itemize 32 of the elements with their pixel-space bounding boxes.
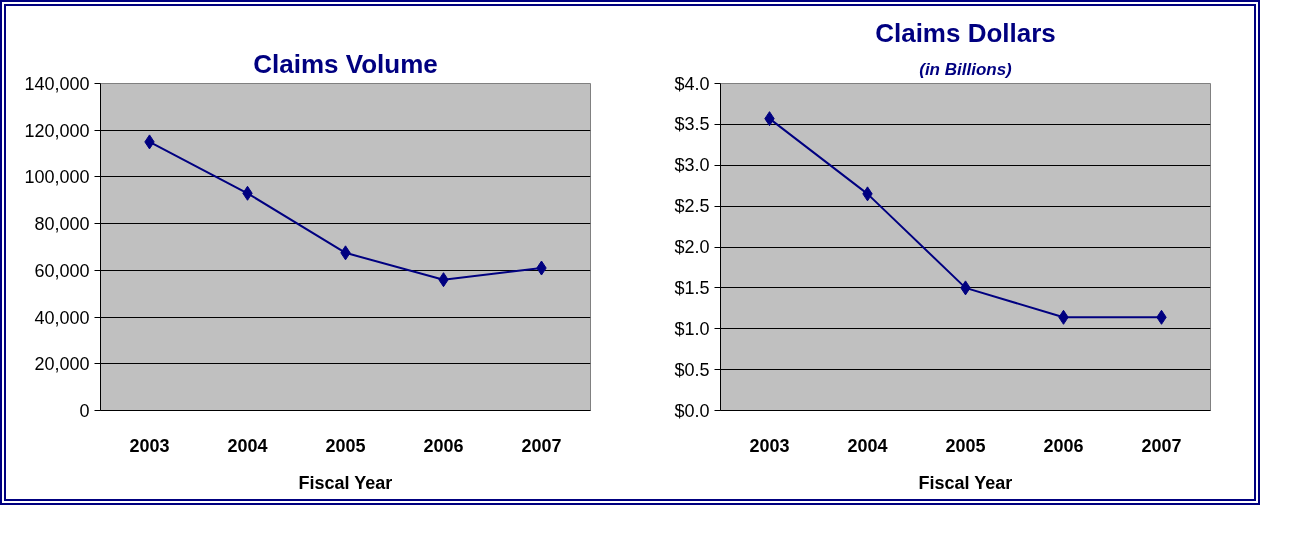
x-tick-label: 2005 [945, 435, 986, 456]
y-tick-label: 120,000 [24, 120, 90, 141]
chart-title: Claims Dollars [875, 17, 1056, 48]
x-axis-title: Fiscal Year [918, 472, 1013, 493]
x-tick-label: 2004 [227, 435, 268, 456]
x-tick-label: 2007 [521, 435, 562, 456]
x-tick-label: 2005 [325, 435, 366, 456]
y-tick-label: 20,000 [34, 354, 90, 375]
y-tick-label: $2.5 [674, 196, 710, 217]
chart-subtitle: (in Billions) [919, 59, 1013, 79]
y-tick-label: $3.0 [674, 155, 710, 176]
y-tick-label: 80,000 [34, 214, 90, 235]
y-tick-label: 0 [79, 401, 90, 421]
y-tick-label: $4.0 [674, 73, 710, 94]
x-tick-label: 2003 [129, 435, 170, 456]
x-tick-label: 2004 [847, 435, 888, 456]
y-tick-label: 60,000 [34, 260, 90, 281]
y-tick-label: $1.5 [674, 277, 710, 298]
y-tick-label: 40,000 [34, 307, 90, 328]
y-tick-label: 100,000 [24, 167, 90, 188]
x-tick-label: 2006 [1043, 435, 1084, 456]
y-tick-label: $0.0 [674, 400, 710, 421]
x-tick-label: 2006 [423, 435, 464, 456]
x-tick-label: 2007 [1141, 435, 1182, 456]
y-tick-label: $0.5 [674, 359, 710, 380]
y-tick-label: $3.5 [674, 114, 710, 135]
y-tick-label: $1.0 [674, 318, 710, 339]
chart-title: Claims Volume [253, 48, 438, 79]
y-tick-label: 140,000 [24, 74, 90, 94]
x-axis-title: Fiscal Year [298, 472, 393, 493]
y-tick-label: $2.0 [674, 237, 710, 257]
x-tick-label: 2003 [749, 435, 790, 456]
